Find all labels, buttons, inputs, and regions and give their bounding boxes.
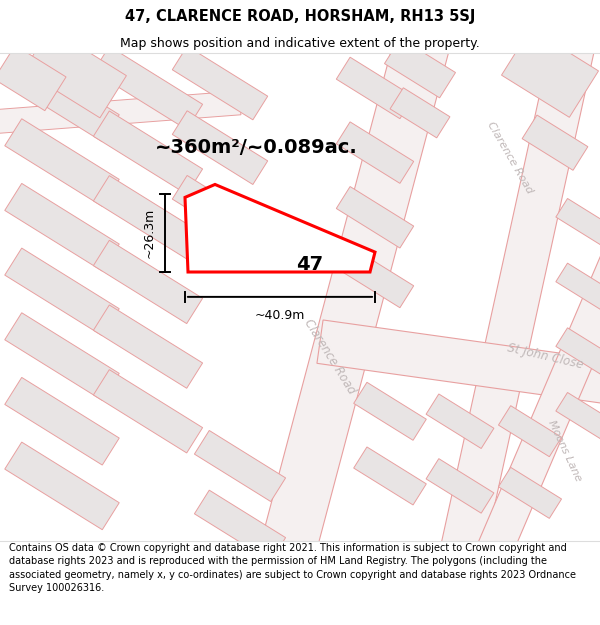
Polygon shape <box>337 58 413 119</box>
Text: Clarence Road: Clarence Road <box>485 120 535 195</box>
Polygon shape <box>5 119 119 206</box>
Text: 47, CLARENCE ROAD, HORSHAM, RH13 5SJ: 47, CLARENCE ROAD, HORSHAM, RH13 5SJ <box>125 9 475 24</box>
Polygon shape <box>258 6 457 568</box>
Polygon shape <box>172 111 268 184</box>
Text: Map shows position and indicative extent of the property.: Map shows position and indicative extent… <box>120 37 480 50</box>
Polygon shape <box>353 382 427 440</box>
Text: ~40.9m: ~40.9m <box>255 309 305 322</box>
Polygon shape <box>5 442 119 530</box>
Polygon shape <box>172 46 268 120</box>
Polygon shape <box>94 111 203 194</box>
Polygon shape <box>337 186 413 248</box>
Polygon shape <box>439 9 600 565</box>
Polygon shape <box>556 328 600 376</box>
Polygon shape <box>556 199 600 246</box>
Polygon shape <box>94 46 203 129</box>
Polygon shape <box>172 176 268 249</box>
Text: Contains OS data © Crown copyright and database right 2021. This information is : Contains OS data © Crown copyright and d… <box>9 543 576 592</box>
Text: ~360m²/~0.089ac.: ~360m²/~0.089ac. <box>155 138 358 157</box>
Polygon shape <box>556 392 600 440</box>
Text: St John Close: St John Close <box>506 341 584 372</box>
Polygon shape <box>390 88 450 138</box>
Polygon shape <box>353 447 427 505</box>
Polygon shape <box>426 394 494 449</box>
Polygon shape <box>499 406 562 457</box>
Polygon shape <box>5 248 119 336</box>
Polygon shape <box>385 38 455 98</box>
Polygon shape <box>94 240 203 324</box>
Text: 47: 47 <box>296 254 323 274</box>
Polygon shape <box>5 378 119 465</box>
Polygon shape <box>499 468 562 518</box>
Polygon shape <box>5 183 119 271</box>
Polygon shape <box>426 459 494 513</box>
Polygon shape <box>0 45 66 111</box>
Polygon shape <box>473 156 600 568</box>
Text: Moons Lane: Moons Lane <box>547 419 584 483</box>
Polygon shape <box>522 115 588 170</box>
Text: Clarence Road: Clarence Road <box>302 317 358 396</box>
Polygon shape <box>556 263 600 311</box>
Text: ~26.3m: ~26.3m <box>143 208 156 258</box>
Polygon shape <box>23 28 127 118</box>
Polygon shape <box>185 184 375 272</box>
Polygon shape <box>5 312 119 401</box>
Polygon shape <box>337 122 413 183</box>
Polygon shape <box>194 431 286 501</box>
Polygon shape <box>94 176 203 259</box>
Polygon shape <box>317 320 600 408</box>
Polygon shape <box>337 246 413 308</box>
Polygon shape <box>94 305 203 388</box>
Polygon shape <box>194 490 286 561</box>
Polygon shape <box>502 29 598 118</box>
Polygon shape <box>0 91 241 134</box>
Polygon shape <box>5 54 119 142</box>
Polygon shape <box>94 369 203 453</box>
